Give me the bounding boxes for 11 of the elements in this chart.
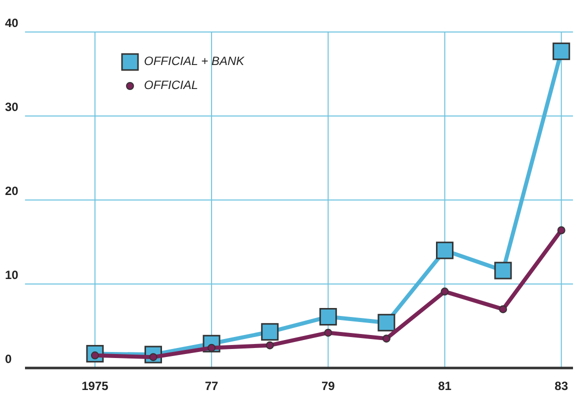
y-tick-label: 10 [5,268,19,282]
y-tick-label: 40 [5,16,19,30]
y-tick-label: 30 [5,100,19,114]
x-tick-label: 83 [554,379,568,393]
x-tick-label: 81 [438,379,452,393]
legend-label: OFFICIAL [144,78,198,92]
x-tick-label: 1975 [82,379,109,393]
x-tick-label: 79 [321,379,336,393]
y-tick-label: 20 [5,184,19,198]
y-tick-label: 0 [5,352,12,366]
x-tick-label: 77 [204,379,219,393]
